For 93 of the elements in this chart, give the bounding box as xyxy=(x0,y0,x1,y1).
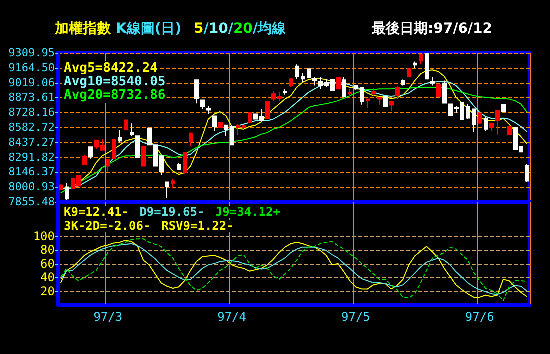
candlestick xyxy=(289,78,293,88)
candlestick xyxy=(348,88,352,98)
annotation: Avg20=8732.86 xyxy=(64,88,166,103)
y-tick-label: 8728.16 xyxy=(8,106,55,120)
candlestick xyxy=(236,124,240,136)
y-tick-label: 8437.27 xyxy=(8,136,55,149)
candlestick xyxy=(401,79,405,86)
candlestick xyxy=(177,163,181,170)
candlestick xyxy=(430,76,435,86)
candlestick xyxy=(88,146,93,160)
y-tick-label: 8291.82 xyxy=(8,150,55,164)
candlestick xyxy=(389,100,394,112)
candlestick xyxy=(218,122,223,128)
y-tick-label: 7855.48 xyxy=(8,196,55,208)
y-tick-label: 8873.61 xyxy=(8,91,55,104)
chart-subtitle: K線圖(日) xyxy=(116,21,182,37)
text: 5/10/20/均線 xyxy=(194,21,288,37)
candlestick xyxy=(224,124,228,137)
candlestick xyxy=(183,152,187,174)
candlestick xyxy=(395,86,400,100)
y-tick-label: 60 xyxy=(40,256,55,271)
candlestick xyxy=(495,110,500,136)
candlestick xyxy=(194,80,199,104)
candlestick xyxy=(342,76,346,98)
candlestick xyxy=(371,88,376,96)
y-tick-label: 80 xyxy=(40,243,55,258)
candlestick xyxy=(442,80,447,104)
candlestick xyxy=(206,105,211,115)
candlestick xyxy=(248,112,252,124)
annotation: J9=34.12+ xyxy=(215,205,280,219)
y-tick-label: 8582.72 xyxy=(8,121,55,134)
candlestick xyxy=(525,164,529,182)
candlestick xyxy=(165,182,169,199)
candlestick xyxy=(336,76,341,90)
annotation: 3K-2D=-2.06- xyxy=(64,219,151,233)
candlestick xyxy=(366,98,370,109)
x-tick-label: 97/6 xyxy=(465,310,494,324)
candlestick xyxy=(360,87,364,106)
candlestick xyxy=(383,96,388,108)
x-tick-label: 97/4 xyxy=(218,310,247,324)
candlestick xyxy=(230,126,234,146)
candlestick xyxy=(413,61,417,69)
y-tick-label: 40 xyxy=(40,270,55,285)
annotation: D9=19.65- xyxy=(140,205,205,219)
candlestick xyxy=(135,136,140,160)
candlestick xyxy=(484,116,488,132)
candlestick xyxy=(124,120,128,131)
candlestick xyxy=(189,132,193,147)
candlestick xyxy=(407,68,411,78)
chart-title: 加權指數 xyxy=(54,21,112,37)
y-tick-label: 20 xyxy=(40,284,55,298)
annotation: Avg5=8422.24 xyxy=(64,61,158,76)
candlestick xyxy=(466,104,470,120)
candlestick xyxy=(301,72,305,83)
y-tick-label: 100 xyxy=(33,229,55,244)
annotation: RSV9=1.22- xyxy=(162,219,234,233)
x-tick-label: 97/3 xyxy=(94,310,123,324)
annotation: K9=12.41- xyxy=(64,205,130,219)
y-tick-label: 9309.95 xyxy=(8,46,55,60)
candlestick xyxy=(106,159,110,172)
candlestick xyxy=(212,116,217,132)
candlestick xyxy=(436,84,441,98)
candlestick xyxy=(242,124,246,129)
annotation: Avg10=8540.05 xyxy=(64,74,166,90)
candlestick xyxy=(200,100,205,110)
y-tick-label: 9019.06 xyxy=(8,76,55,90)
candlestick xyxy=(354,85,358,90)
candlestick xyxy=(65,182,69,202)
candlestick xyxy=(312,76,317,86)
candlestick xyxy=(141,146,146,167)
candlestick xyxy=(82,154,87,166)
candlestick xyxy=(112,138,116,160)
candlestick xyxy=(283,88,287,96)
y-tick-label: 8146.37 xyxy=(8,166,55,179)
y-tick-label: 8000.93 xyxy=(8,180,55,194)
candlestick xyxy=(265,101,270,120)
candlestick xyxy=(377,97,382,106)
candlestick xyxy=(478,112,482,124)
x-tick-label: 97/5 xyxy=(341,310,370,324)
candlestick xyxy=(489,122,494,132)
candlestick xyxy=(118,130,122,144)
candlestick xyxy=(501,104,506,112)
candlestick xyxy=(507,126,512,136)
candlestick xyxy=(425,52,429,80)
candlestick xyxy=(419,54,423,66)
candlestick xyxy=(295,64,299,80)
candlestick xyxy=(171,178,175,190)
candlestick xyxy=(307,68,311,78)
candlestick xyxy=(59,184,63,191)
candlestick xyxy=(130,123,134,137)
candlestick xyxy=(472,108,476,133)
text: 最後日期:97/6/12 xyxy=(371,21,493,37)
y-tick-label: 9164.50 xyxy=(8,61,55,74)
